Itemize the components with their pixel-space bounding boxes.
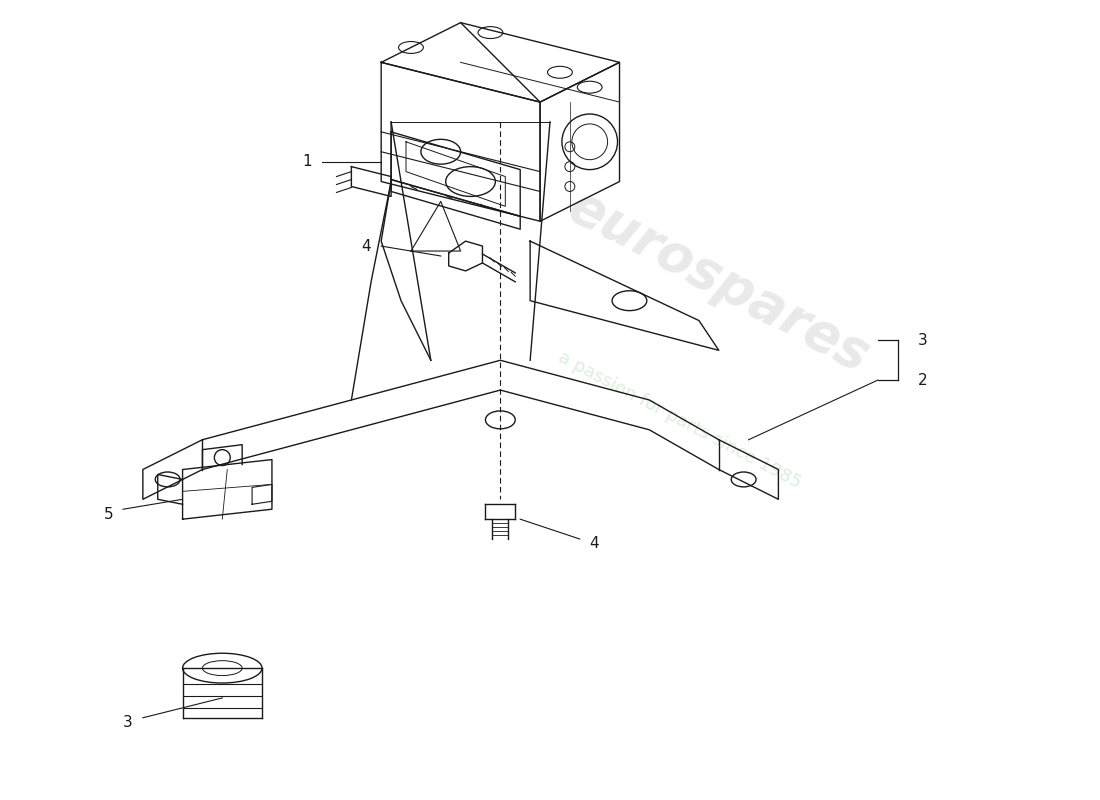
Text: 3: 3 [123, 715, 133, 730]
Text: 2: 2 [917, 373, 927, 388]
Text: a passion for parts since 1985: a passion for parts since 1985 [554, 348, 804, 492]
Text: 3: 3 [917, 333, 927, 348]
Text: 4: 4 [590, 537, 600, 551]
Text: 5: 5 [103, 506, 113, 522]
Text: 1: 1 [302, 154, 311, 169]
Text: eurospares: eurospares [560, 180, 878, 382]
Text: 4: 4 [362, 238, 372, 254]
